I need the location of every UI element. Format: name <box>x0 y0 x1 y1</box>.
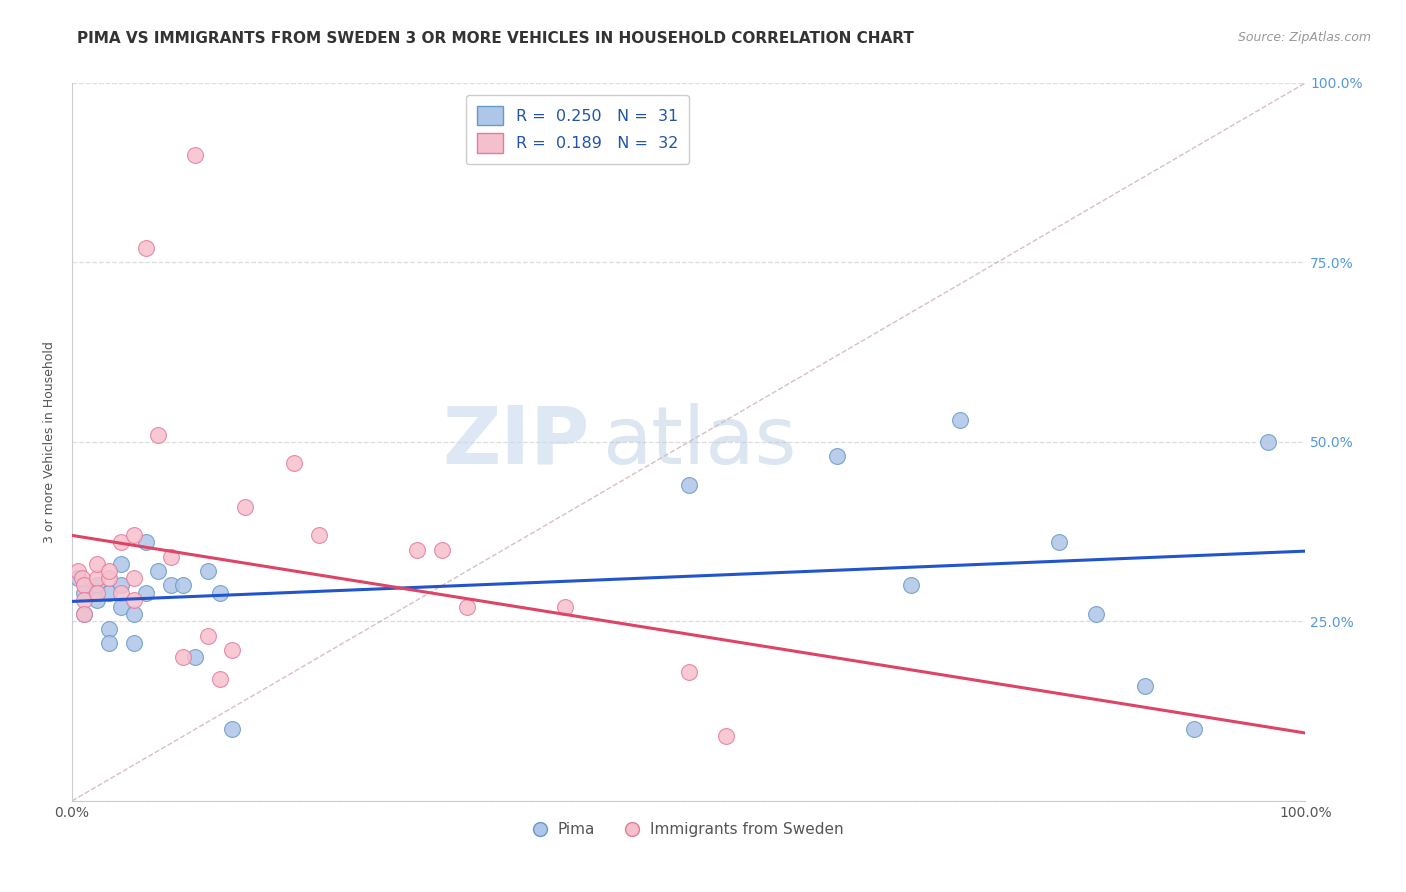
Point <box>209 672 232 686</box>
Point <box>122 592 145 607</box>
Point <box>98 636 121 650</box>
Point <box>73 607 96 622</box>
Point <box>159 578 181 592</box>
Point <box>67 564 90 578</box>
Point <box>135 585 157 599</box>
Point <box>714 729 737 743</box>
Point <box>430 542 453 557</box>
Point <box>135 241 157 255</box>
Point <box>110 585 132 599</box>
Point <box>73 607 96 622</box>
Point <box>122 571 145 585</box>
Point <box>110 557 132 571</box>
Point <box>86 571 108 585</box>
Point <box>209 585 232 599</box>
Point <box>197 629 219 643</box>
Point <box>73 578 96 592</box>
Text: Source: ZipAtlas.com: Source: ZipAtlas.com <box>1237 31 1371 45</box>
Point <box>221 722 243 736</box>
Point <box>1084 607 1107 622</box>
Point <box>1133 679 1156 693</box>
Point <box>148 564 170 578</box>
Point <box>949 413 972 427</box>
Text: ZIP: ZIP <box>443 403 591 481</box>
Point <box>73 585 96 599</box>
Point <box>110 535 132 549</box>
Point <box>110 578 132 592</box>
Point <box>900 578 922 592</box>
Point <box>122 636 145 650</box>
Point <box>98 622 121 636</box>
Point <box>159 549 181 564</box>
Point <box>1257 434 1279 449</box>
Point <box>172 578 194 592</box>
Point <box>86 592 108 607</box>
Point <box>825 450 848 464</box>
Y-axis label: 3 or more Vehicles in Household: 3 or more Vehicles in Household <box>44 341 56 543</box>
Point <box>86 557 108 571</box>
Point <box>678 665 700 679</box>
Point <box>98 571 121 585</box>
Point <box>172 650 194 665</box>
Text: PIMA VS IMMIGRANTS FROM SWEDEN 3 OR MORE VEHICLES IN HOUSEHOLD CORRELATION CHART: PIMA VS IMMIGRANTS FROM SWEDEN 3 OR MORE… <box>77 31 914 46</box>
Point <box>86 585 108 599</box>
Point <box>233 500 256 514</box>
Point <box>197 564 219 578</box>
Point <box>122 607 145 622</box>
Point <box>70 571 93 585</box>
Point <box>221 643 243 657</box>
Point <box>67 571 90 585</box>
Text: atlas: atlas <box>602 403 797 481</box>
Legend: Pima, Immigrants from Sweden: Pima, Immigrants from Sweden <box>527 816 851 844</box>
Point <box>98 585 121 599</box>
Point <box>308 528 330 542</box>
Point <box>406 542 429 557</box>
Point <box>122 528 145 542</box>
Point <box>184 650 207 665</box>
Point <box>73 592 96 607</box>
Point <box>554 600 576 615</box>
Point <box>456 600 478 615</box>
Point <box>98 564 121 578</box>
Point <box>135 535 157 549</box>
Point <box>1047 535 1070 549</box>
Point <box>283 457 305 471</box>
Point <box>148 427 170 442</box>
Point <box>678 478 700 492</box>
Point <box>1182 722 1205 736</box>
Point <box>86 578 108 592</box>
Point <box>184 147 207 161</box>
Point <box>110 600 132 615</box>
